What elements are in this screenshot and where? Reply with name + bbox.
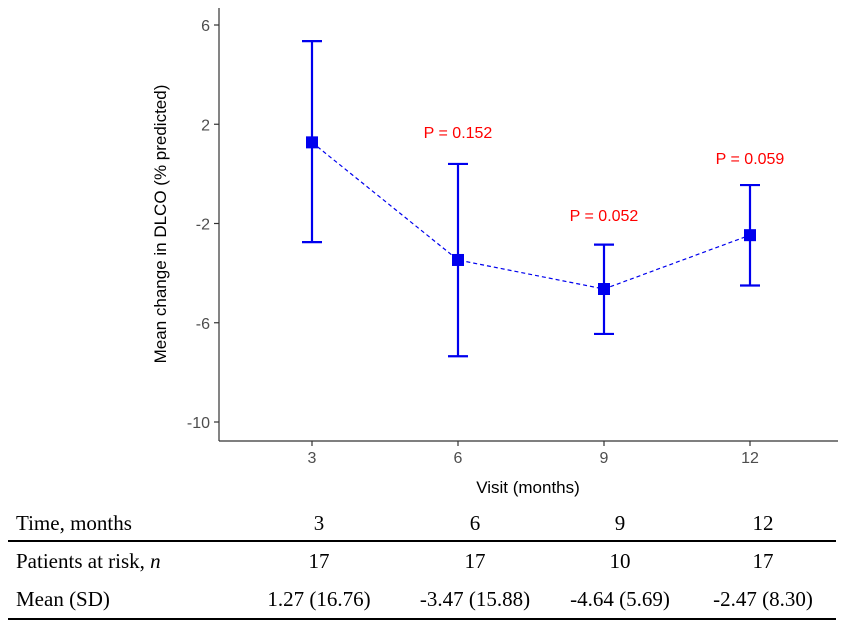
data-point <box>598 283 610 296</box>
p-value-annotation: P = 0.052 <box>570 208 639 225</box>
patients-value-6: 17 <box>464 548 486 573</box>
mean-sd-row: Mean (SD) 1.27 (16.76) -3.47 (15.88) -4.… <box>8 580 836 620</box>
risk-table: Time, months 3 6 9 12 Patients at risk, … <box>8 506 836 620</box>
time-value-6: 6 <box>400 506 550 542</box>
patients-value-9: 10 <box>609 548 631 573</box>
p-value-annotation: P = 0.152 <box>424 125 493 142</box>
mean-sd-value-12: -2.47 (8.30) <box>690 580 836 620</box>
patients-at-risk-label: Patients at risk, n <box>16 548 161 573</box>
time-value-9: 9 <box>550 506 690 542</box>
y-tick-label: 6 <box>201 18 210 35</box>
dlco-chart: 6 2 -2 -6 -10 3 6 9 12 P = 0.152 P = 0.052 P = 0.… <box>151 8 838 497</box>
data-point <box>452 253 464 266</box>
mean-sd-value-9: -4.64 (5.69) <box>550 580 690 620</box>
patients-at-risk-row: Patients at risk, n 17 17 10 17 <box>8 541 836 580</box>
patients-value-12: 17 <box>752 548 774 573</box>
time-label: Time, months <box>8 506 238 542</box>
y-axis-title: Mean change in DLCO (% predicted) <box>151 85 170 364</box>
y-tick-label: -10 <box>187 415 210 432</box>
mean-sd-value-6: -3.47 (15.88) <box>400 580 550 620</box>
time-value-3: 3 <box>238 506 400 542</box>
mean-sd-label: Mean (SD) <box>8 580 238 620</box>
data-point <box>306 136 318 149</box>
risk-table-header-row: Time, months 3 6 9 12 <box>8 506 836 542</box>
x-tick-label: 3 <box>308 450 317 467</box>
mean-sd-value-3: 1.27 (16.76) <box>238 580 400 620</box>
series-dashed-line <box>311 141 751 290</box>
x-tick-label: 12 <box>741 450 759 467</box>
y-tick-label: -2 <box>196 217 210 234</box>
p-value-annotation: P = 0.059 <box>716 151 785 168</box>
x-tick-label: 9 <box>600 450 609 467</box>
time-value-12: 12 <box>690 506 836 542</box>
patients-value-3: 17 <box>308 548 330 573</box>
x-axis-title: Visit (months) <box>476 478 580 497</box>
data-point <box>744 229 756 242</box>
x-tick-label: 6 <box>454 450 463 467</box>
y-tick-label: -6 <box>196 316 210 333</box>
y-tick-label: 2 <box>201 117 210 134</box>
